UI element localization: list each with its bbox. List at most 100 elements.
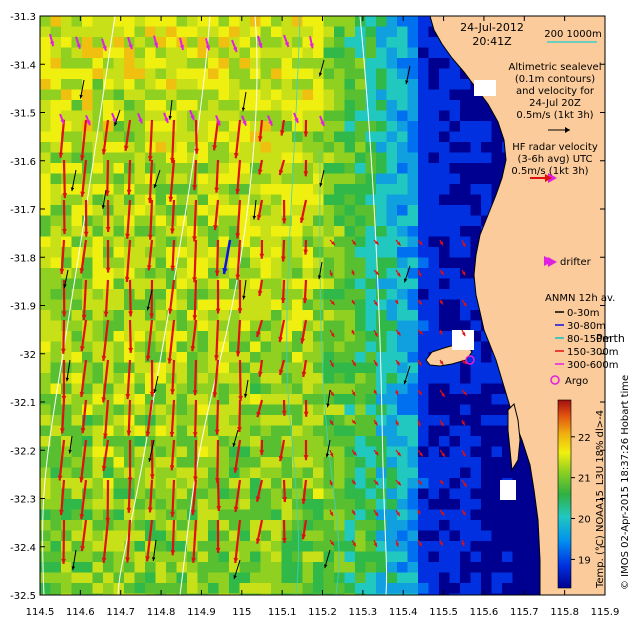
sst-cell [313, 100, 325, 112]
sst-cell [376, 79, 388, 91]
sst-cell [166, 79, 178, 91]
sst-cell [313, 394, 325, 406]
sst-cell [250, 89, 262, 101]
sst-cell [176, 131, 188, 143]
sst-cell [82, 26, 94, 38]
sst-cell [271, 593, 283, 595]
sst-cell [166, 478, 178, 490]
hf-radar-vector-head [301, 498, 307, 504]
sst-cell [481, 341, 493, 353]
sst-cell [208, 488, 220, 500]
sst-cell [239, 194, 251, 206]
sst-cell [313, 572, 325, 584]
sst-cell [302, 530, 314, 542]
sst-cell [302, 26, 314, 38]
sst-cell [271, 415, 283, 427]
sst-cell [40, 121, 52, 133]
sst-cell [386, 383, 398, 395]
sst-cell [344, 394, 356, 406]
hf-radar-vector-head [145, 431, 151, 437]
sst-cell [271, 26, 283, 38]
sst-cell [50, 299, 62, 311]
sst-cell [113, 320, 125, 332]
sst-cell [491, 142, 503, 154]
sst-cell [460, 310, 472, 322]
sst-cell [281, 142, 293, 154]
sst-cell [82, 173, 94, 185]
sst-cell [470, 320, 482, 332]
sst-cell [313, 299, 325, 311]
sst-cell [103, 289, 115, 301]
hf-radar-vector-head [303, 249, 309, 255]
sst-cell [428, 58, 440, 70]
sst-cell [92, 362, 104, 374]
sst-cell [260, 499, 272, 511]
sst-cell [197, 520, 209, 532]
hf-radar-vector-head [238, 396, 243, 402]
sst-cell [260, 47, 272, 59]
sst-cell [407, 352, 419, 364]
sst-cell [313, 236, 325, 248]
sst-cell [82, 541, 94, 553]
sst-cell [218, 247, 230, 259]
sst-cell [82, 289, 94, 301]
sst-cell [439, 562, 451, 574]
hf-radar-vector-small-head [463, 391, 467, 396]
sst-cell [439, 121, 451, 133]
sst-cell [460, 268, 472, 280]
sst-cell [460, 173, 472, 185]
sst-cell [418, 257, 430, 269]
x-tick-label: 115.1 [268, 607, 297, 618]
sst-cell [40, 457, 52, 469]
sst-cell [365, 457, 377, 469]
sst-cell [229, 68, 241, 80]
sst-cell [407, 499, 419, 511]
isobath-line [286, 16, 301, 595]
sst-cell [491, 436, 503, 448]
sst-cell [113, 226, 125, 238]
sst-cell [197, 572, 209, 584]
sst-cell [344, 310, 356, 322]
sst-cell [460, 394, 472, 406]
sst-cell [407, 541, 419, 553]
sst-cell [397, 142, 409, 154]
sst-cell [334, 289, 346, 301]
hf-radar-vector [104, 279, 110, 317]
sst-cell [82, 226, 94, 238]
sst-cell [61, 173, 73, 185]
sst-cell [418, 425, 430, 437]
sst-cell [386, 26, 398, 38]
sst-cell [50, 383, 62, 395]
sst-cell [61, 499, 73, 511]
sst-cell [491, 488, 503, 500]
sst-cell [197, 121, 209, 133]
sst-cell [124, 394, 136, 406]
sst-cell [397, 299, 409, 311]
y-tick-label: -31.9 [10, 302, 36, 313]
hf-radar-vector-small-head [461, 421, 465, 426]
hf-radar-vector-head [257, 169, 263, 175]
sst-cell [166, 16, 178, 28]
sst-cell [92, 593, 104, 595]
sst-cell [376, 425, 388, 437]
sst-cell [481, 394, 493, 406]
sst-cell [61, 16, 73, 28]
sst-cell [292, 457, 304, 469]
sst-cell [344, 457, 356, 469]
sst-cell [271, 467, 283, 479]
sst-cell [449, 593, 461, 595]
sst-cell [113, 68, 125, 80]
sst-cell [428, 488, 440, 500]
sst-cell [355, 100, 367, 112]
sst-cell [386, 352, 398, 364]
sst-cell [449, 404, 461, 416]
sst-cell [124, 68, 136, 80]
sst-cell [176, 89, 188, 101]
sst-cell [428, 278, 440, 290]
sst-cell [71, 446, 83, 458]
sst-cell [334, 373, 346, 385]
sst-cell [355, 152, 367, 164]
sst-cell [218, 404, 230, 416]
sst-cell [439, 572, 451, 584]
drifter-vector-head [49, 41, 55, 47]
